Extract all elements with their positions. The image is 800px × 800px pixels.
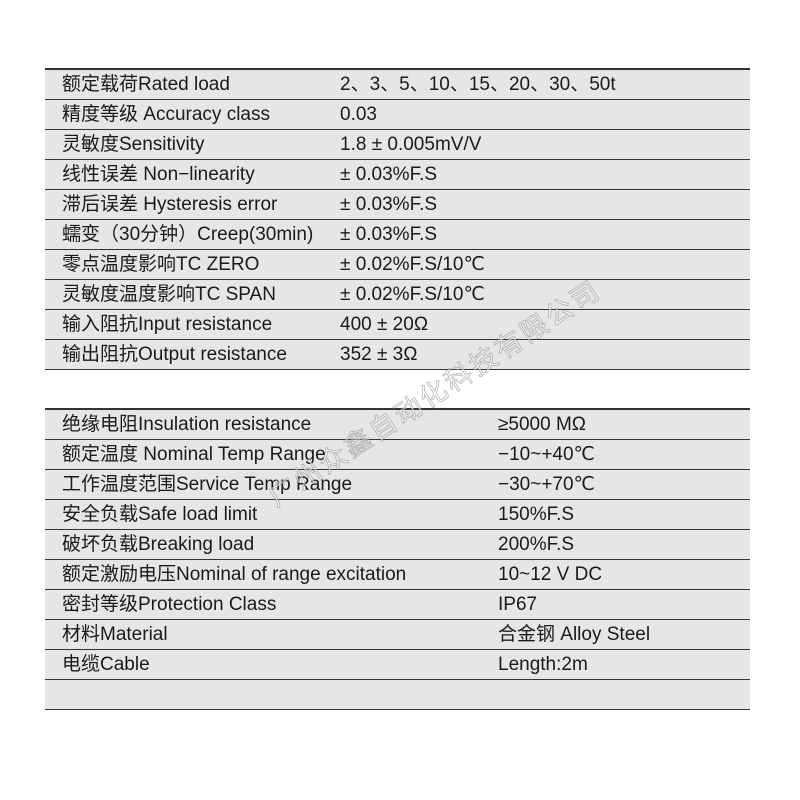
spec-label: 精度等级 Accuracy class [62, 104, 270, 125]
spec-value: 0.03 [340, 104, 377, 125]
spec-value: 352 ± 3Ω [340, 344, 418, 365]
spec-value: 1.8 ± 0.005mV/V [340, 134, 482, 155]
spec-label: 输入阻抗Input resistance [62, 314, 273, 335]
spec-row: 额定温度 Nominal Temp Range −10~+40℃ [45, 440, 750, 470]
spec-label: 输出阻抗Output resistance [62, 344, 287, 365]
spec-label: 线性误差 Non−linearity [62, 164, 255, 185]
spec-row: 灵敏度Sensitivity 1.8 ± 0.005mV/V [45, 130, 750, 160]
spec-value: 10~12 V DC [498, 564, 603, 585]
spec-label: 额定载荷Rated load [62, 74, 230, 95]
spec-label: 额定激励电压Nominal of range excitation [62, 564, 407, 585]
spec-value: −30~+70℃ [498, 474, 595, 495]
spec-row: 材料Material 合金钢 Alloy Steel [45, 620, 750, 650]
spec-label: 电缆Cable [62, 654, 150, 675]
spec-value: 150%F.S [498, 504, 575, 525]
spec-row: 工作温度范围Service Temp Range −30~+70℃ [45, 470, 750, 500]
spec-label: 绝缘电阻Insulation resistance [62, 414, 312, 435]
spec-row: 输入阻抗Input resistance 400 ± 20Ω [45, 310, 750, 340]
spec-value: 2、3、5、10、15、20、30、50t [340, 74, 616, 95]
spec-label: 安全负载Safe load limit [62, 504, 258, 525]
spec-value: Length:2m [498, 654, 588, 675]
spec-value: ± 0.03%F.S [340, 194, 438, 215]
spec-label: 破坏负载Breaking load [62, 534, 255, 555]
spec-row: 绝缘电阻Insulation resistance ≥5000 MΩ [45, 410, 750, 440]
spec-row: 精度等级 Accuracy class 0.03 [45, 100, 750, 130]
spec-table-electrical: 额定载荷Rated load 2、3、5、10、15、20、30、50t 精度等级 … [45, 68, 750, 370]
spec-row: 电缆Cable Length:2m [45, 650, 750, 680]
spec-value: ± 0.03%F.S [340, 164, 438, 185]
spec-row: 灵敏度温度影响TC SPAN ± 0.02%F.S/10℃ [45, 280, 750, 310]
spec-label: 工作温度范围Service Temp Range [62, 474, 353, 495]
spec-value: ± 0.02%F.S/10℃ [340, 254, 485, 275]
spec-row: 滞后误差 Hysteresis error ± 0.03%F.S [45, 190, 750, 220]
spec-value: 合金钢 Alloy Steel [498, 624, 651, 645]
spec-row: 破坏负载Breaking load 200%F.S [45, 530, 750, 560]
spec-value: IP67 [498, 594, 538, 615]
spec-value: ≥5000 MΩ [498, 414, 587, 435]
spec-row: 额定激励电压Nominal of range excitation 10~12 V… [45, 560, 750, 590]
spec-row: 安全负载Safe load limit 150%F.S [45, 500, 750, 530]
blank-row [45, 680, 750, 710]
spec-label: 灵敏度Sensitivity [62, 134, 205, 155]
spec-value: −10~+40℃ [498, 444, 595, 465]
spec-row: 线性误差 Non−linearity ± 0.03%F.S [45, 160, 750, 190]
spec-row: 额定载荷Rated load 2、3、5、10、15、20、30、50t [45, 70, 750, 100]
spec-value: 200%F.S [498, 534, 575, 555]
spec-label: 额定温度 Nominal Temp Range [62, 444, 326, 465]
spec-row: 密封等级Protection Class IP67 [45, 590, 750, 620]
spec-value: ± 0.03%F.S [340, 224, 438, 245]
spec-row: 输出阻抗Output resistance 352 ± 3Ω [45, 340, 750, 370]
spec-label: 蠕变（30分钟）Creep(30min) [62, 224, 314, 245]
spec-label: 材料Material [62, 624, 168, 645]
spec-label: 零点温度影响TC ZERO [62, 254, 260, 275]
spec-label: 密封等级Protection Class [62, 594, 277, 615]
spec-label: 滞后误差 Hysteresis error [62, 194, 278, 215]
spec-table-environmental: 绝缘电阻Insulation resistance ≥5000 MΩ 额定温度 No… [45, 408, 750, 710]
spec-label: 灵敏度温度影响TC SPAN [62, 284, 276, 305]
spec-row: 蠕变（30分钟）Creep(30min) ± 0.03%F.S [45, 220, 750, 250]
spec-row: 零点温度影响TC ZERO ± 0.02%F.S/10℃ [45, 250, 750, 280]
spec-value: 400 ± 20Ω [340, 314, 429, 335]
spec-value: ± 0.02%F.S/10℃ [340, 284, 485, 305]
